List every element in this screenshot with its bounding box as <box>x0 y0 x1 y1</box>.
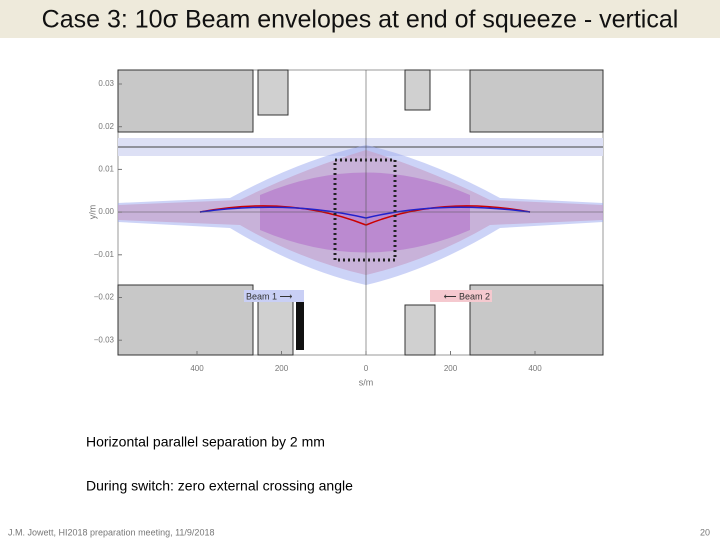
x-tick-label: 200 <box>444 364 458 373</box>
label-box <box>244 290 304 302</box>
aperture <box>469 284 604 356</box>
aperture <box>404 304 436 356</box>
aperture <box>117 284 254 356</box>
y-axis-label: y/m <box>87 205 97 220</box>
label-box <box>430 290 492 302</box>
page-number: 20 <box>700 527 710 537</box>
footer: J.M. Jowett, HI2018 preparation meeting,… <box>8 527 214 537</box>
bullet: Horizontal parallel separation by 2 mm <box>86 434 325 450</box>
bullet: During switch: zero external crossing an… <box>86 478 353 494</box>
aperture <box>469 69 604 133</box>
y-tick-label: 0.03 <box>98 79 114 88</box>
x-tick-label: 400 <box>528 364 542 373</box>
aperture <box>296 290 304 350</box>
y-tick-label: 0.02 <box>98 122 114 131</box>
envelope-overlap <box>260 172 470 253</box>
y-tick-label: −0.01 <box>94 250 115 259</box>
x-tick-label: 200 <box>275 364 289 373</box>
y-tick-label: −0.03 <box>94 335 115 344</box>
x-tick-label: 400 <box>190 364 204 373</box>
slide-title: Case 3: 10σ Beam envelopes at end of squ… <box>42 6 679 34</box>
beam2-label: ⟵ Beam 2 <box>444 291 490 301</box>
detector <box>333 158 397 262</box>
x-axis-label: s/m <box>359 377 374 387</box>
aperture <box>404 69 431 111</box>
plot-graphic: Beam 1 ⟶ ⟵ Beam 2 y/m s/m <box>87 69 604 387</box>
x-tick-label: 0 <box>364 364 369 373</box>
aperture <box>257 69 289 116</box>
y-tick-label: −0.02 <box>94 293 115 302</box>
beam1-label: Beam 1 ⟶ <box>246 291 293 301</box>
y-tick-label: 0.01 <box>98 165 114 174</box>
aperture <box>117 69 254 133</box>
title-bar <box>0 0 720 38</box>
aperture <box>257 299 294 356</box>
y-tick-label: 0.00 <box>98 207 114 216</box>
